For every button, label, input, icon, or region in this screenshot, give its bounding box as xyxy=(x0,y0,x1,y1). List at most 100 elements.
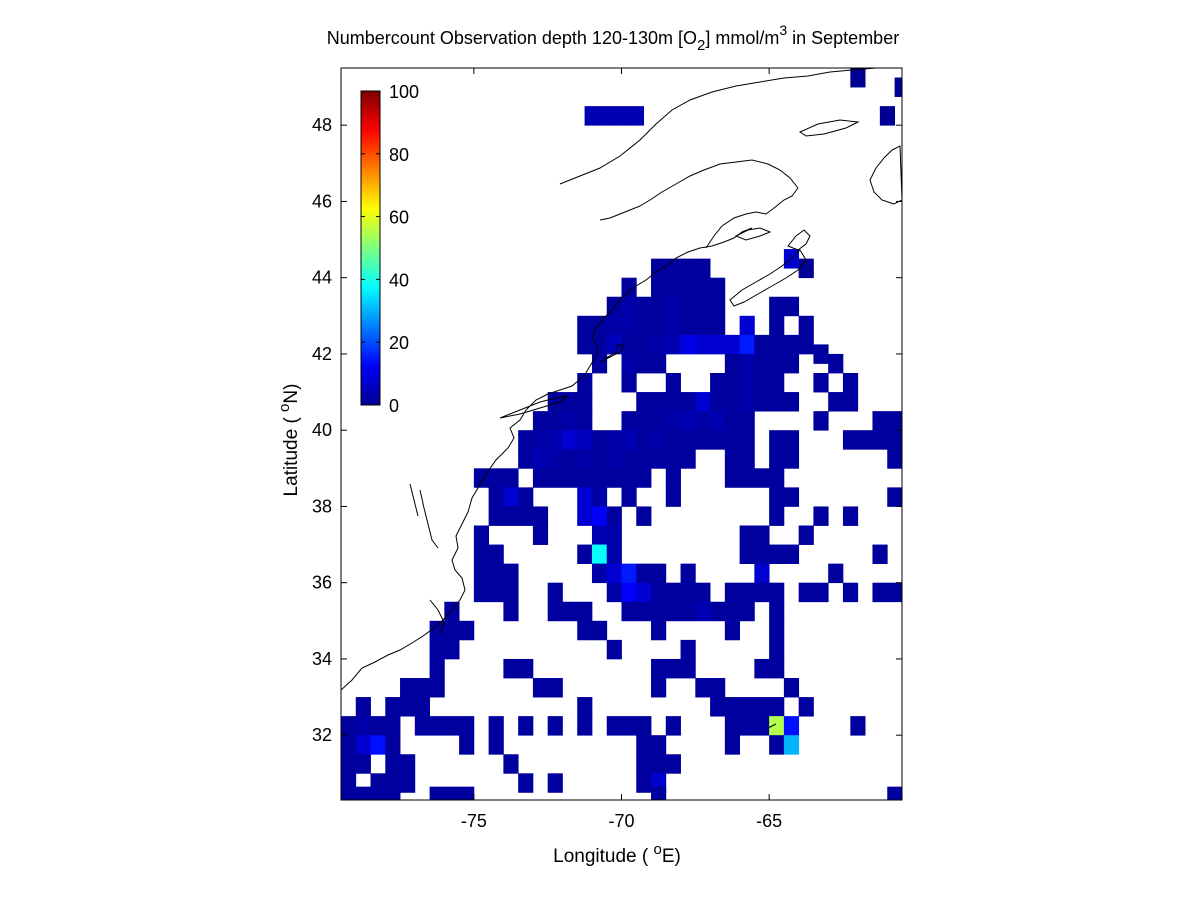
data-cell xyxy=(429,678,445,698)
data-cell xyxy=(665,487,681,507)
data-cell xyxy=(577,392,593,412)
data-cell xyxy=(651,449,667,469)
data-cell xyxy=(562,392,578,412)
data-cell xyxy=(769,468,785,488)
data-cell xyxy=(710,373,726,393)
data-cell xyxy=(783,392,800,412)
data-cell xyxy=(577,697,593,717)
data-cell xyxy=(385,786,401,800)
data-cell xyxy=(769,601,785,622)
data-cell xyxy=(739,353,755,374)
data-cell xyxy=(739,601,755,622)
data-cell xyxy=(739,697,755,717)
data-cell xyxy=(503,601,519,622)
data-cell xyxy=(385,735,401,755)
data-cell xyxy=(739,373,755,393)
data-cell xyxy=(695,258,711,279)
data-cell xyxy=(695,392,711,412)
data-cell xyxy=(429,716,445,736)
data-cell xyxy=(665,716,681,736)
data-cell xyxy=(591,334,608,355)
data-cell xyxy=(429,658,445,679)
colorbar-tick-label: 40 xyxy=(389,270,409,290)
data-cell xyxy=(887,411,902,431)
data-cell xyxy=(695,315,711,336)
data-cell xyxy=(606,315,622,336)
new-brunswick xyxy=(705,187,799,249)
data-cell xyxy=(621,601,637,622)
data-cell xyxy=(591,449,608,469)
data-cell xyxy=(591,506,608,526)
data-cell xyxy=(503,563,519,584)
colorbar-tick-label: 0 xyxy=(389,396,399,416)
data-cell xyxy=(680,430,696,450)
data-cell xyxy=(798,258,814,279)
data-cell xyxy=(769,735,785,755)
data-cell xyxy=(621,430,637,450)
data-cell xyxy=(577,620,593,641)
data-cell xyxy=(400,697,416,717)
data-cell xyxy=(577,601,593,622)
data-cell xyxy=(341,786,357,800)
data-cell xyxy=(370,786,386,800)
data-cell xyxy=(769,430,785,450)
data-cell xyxy=(754,392,770,412)
data-cell xyxy=(665,601,681,622)
cape-breton xyxy=(787,229,811,251)
data-cell xyxy=(651,620,667,641)
data-cell xyxy=(710,315,726,336)
data-cell xyxy=(651,563,667,584)
data-cell xyxy=(769,334,785,355)
data-cell xyxy=(680,582,696,603)
data-cell xyxy=(628,106,645,126)
data-cell xyxy=(606,468,622,488)
data-cell xyxy=(754,525,770,545)
data-cell xyxy=(636,315,652,336)
plot-area xyxy=(341,68,902,800)
data-cell xyxy=(665,430,681,450)
data-cell xyxy=(503,506,519,526)
data-cell xyxy=(562,601,578,622)
data-cell xyxy=(783,487,800,507)
data-cell xyxy=(651,315,667,336)
data-cell xyxy=(887,786,902,800)
data-cell xyxy=(724,373,740,393)
data-cell xyxy=(665,277,681,298)
data-cell xyxy=(724,582,740,603)
data-cell xyxy=(754,334,770,355)
data-cell xyxy=(665,315,681,336)
data-cell xyxy=(606,582,622,603)
data-cell xyxy=(503,468,519,488)
data-cell xyxy=(828,392,844,412)
data-cell xyxy=(606,563,622,584)
data-cell xyxy=(680,392,696,412)
data-cell xyxy=(577,506,593,526)
data-cell xyxy=(769,449,785,469)
y-tick-label: 44 xyxy=(312,268,332,288)
data-cell xyxy=(606,525,622,545)
data-cell xyxy=(636,296,652,317)
data-cell xyxy=(783,716,800,736)
data-cell xyxy=(577,544,593,565)
data-cell xyxy=(518,430,534,450)
data-cell xyxy=(385,697,401,717)
data-cell xyxy=(769,620,785,641)
data-cell xyxy=(621,334,637,355)
data-cell xyxy=(739,430,755,450)
data-cell xyxy=(651,296,667,317)
chesapeake xyxy=(409,483,439,549)
data-cell xyxy=(518,487,534,507)
data-cell xyxy=(577,315,593,336)
data-cell xyxy=(473,525,490,545)
data-cell xyxy=(680,639,696,660)
data-cell xyxy=(621,468,637,488)
colorbar-tick-label: 60 xyxy=(389,208,409,228)
data-cell xyxy=(577,373,593,393)
data-cell xyxy=(518,449,534,469)
data-cell xyxy=(459,735,475,755)
data-cell xyxy=(739,392,755,412)
data-cell xyxy=(636,411,652,431)
data-cell xyxy=(577,411,593,431)
data-cell xyxy=(724,411,740,431)
data-cell xyxy=(591,563,608,584)
